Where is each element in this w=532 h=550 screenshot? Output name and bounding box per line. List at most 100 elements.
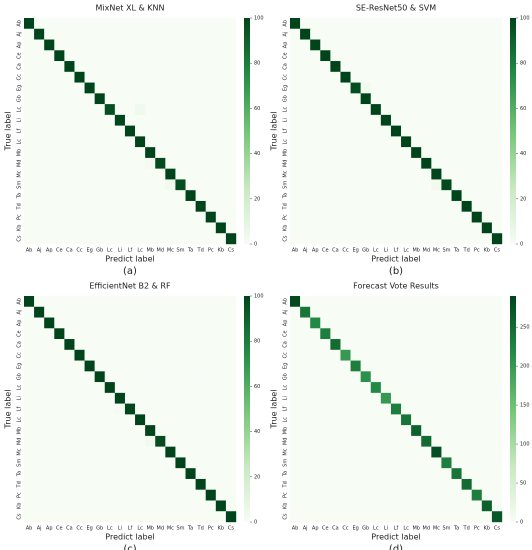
heatmap-cell <box>350 382 361 394</box>
heatmap-cell <box>330 349 341 361</box>
heatmap-cell <box>34 125 45 137</box>
heatmap-cell <box>205 360 217 372</box>
heatmap-cell <box>84 446 95 458</box>
heatmap-cell <box>441 446 452 458</box>
heatmap-cell <box>300 50 311 62</box>
heatmap-cell <box>84 306 95 318</box>
y-tick-label: Lc <box>283 139 289 145</box>
heatmap-cell <box>471 511 483 523</box>
heatmap-cell <box>380 511 392 523</box>
y-tick-label: Aj <box>17 310 23 315</box>
heatmap-cell <box>84 349 95 361</box>
heatmap-cell <box>124 147 136 159</box>
heatmap-cell <box>310 371 321 383</box>
heatmap-cell <box>135 414 146 426</box>
heatmap-cell <box>310 93 321 105</box>
heatmap-cell <box>124 136 136 148</box>
heatmap-cell <box>185 28 196 40</box>
heatmap-cell <box>401 489 412 501</box>
heatmap-cell <box>34 61 45 73</box>
heatmap-cell <box>300 446 311 458</box>
y-tick-label: Lc <box>17 384 23 390</box>
heatmap-cell <box>390 500 402 512</box>
heatmap-cell <box>104 61 116 73</box>
y-tick-label: Kb <box>283 503 289 509</box>
heatmap-cell <box>155 136 166 148</box>
colorbar <box>510 18 516 244</box>
heatmap-cell <box>155 39 166 51</box>
heatmap-cell <box>320 478 331 490</box>
y-tick-label: Md <box>283 438 289 446</box>
heatmap-cell <box>350 317 361 329</box>
heatmap-cell <box>215 392 227 404</box>
heatmap-cell <box>441 414 452 426</box>
heatmap-cell <box>380 114 392 126</box>
heatmap-cell <box>64 306 75 318</box>
heatmap-cell <box>300 28 311 40</box>
heatmap-cell <box>340 403 351 415</box>
x-tick-label: Lc <box>373 248 379 254</box>
heatmap-cell <box>320 114 331 126</box>
heatmap-cell <box>44 371 55 383</box>
heatmap-cell <box>421 211 432 223</box>
heatmap-cell <box>380 179 392 191</box>
heatmap-cell <box>310 211 321 223</box>
x-tick-label: Mc <box>167 526 174 532</box>
x-tick-label: Ta <box>453 526 459 532</box>
heatmap-cell <box>350 61 361 73</box>
heatmap-cell <box>481 339 493 351</box>
heatmap-cell <box>340 61 351 73</box>
heatmap-cell <box>330 457 341 469</box>
heatmap-cell <box>471 457 483 469</box>
heatmap-cell <box>165 446 176 458</box>
heatmap-cell <box>411 489 422 501</box>
heatmap-cell <box>350 403 361 415</box>
heatmap-cell <box>54 489 65 501</box>
heatmap-cell <box>390 457 402 469</box>
heatmap-cell <box>441 39 452 51</box>
heatmap-cell <box>310 104 321 116</box>
heatmap-cell <box>411 296 422 307</box>
colorbar-tick-label: 20 <box>254 196 260 202</box>
heatmap-cell <box>310 435 321 447</box>
x-tick-label: Li <box>118 526 122 532</box>
heatmap-cell <box>84 233 95 245</box>
heatmap-cell <box>370 403 382 415</box>
heatmap-cell <box>421 435 432 447</box>
heatmap-cell <box>145 317 156 329</box>
y-tick-label: Cs <box>17 513 23 519</box>
panel: MixNet XL & KNNAbAbAjAjApApCeCeCaCaCcCcE… <box>4 4 264 278</box>
heatmap-cell <box>54 500 65 512</box>
heatmap-cell <box>84 468 95 480</box>
heatmap-cell <box>340 147 351 159</box>
heatmap-cell <box>215 179 227 191</box>
heatmap-cell <box>205 296 217 307</box>
y-tick-label: Ta <box>283 193 289 199</box>
heatmap-cell <box>84 339 95 351</box>
heatmap-cell <box>390 371 402 383</box>
heatmap-cell <box>114 104 126 116</box>
heatmap-cell <box>491 93 503 105</box>
heatmap-cell <box>380 382 392 394</box>
y-tick-label: Td <box>17 203 23 210</box>
heatmap-cell <box>380 500 392 512</box>
heatmap-cell <box>175 371 186 383</box>
x-tick-label: Td <box>197 248 204 254</box>
heatmap-cell <box>431 157 442 169</box>
y-tick-label: Lc <box>17 139 23 145</box>
x-tick-label: Lc <box>137 248 143 254</box>
heatmap-cell <box>421 114 432 126</box>
heatmap-cell <box>155 403 166 415</box>
heatmap-cell <box>441 211 452 223</box>
heatmap-cell <box>74 306 85 318</box>
heatmap-cell <box>380 200 392 212</box>
heatmap-cell <box>145 222 156 234</box>
colorbar-tick-label: 50 <box>520 481 526 487</box>
x-tick-label: Cs <box>228 526 234 532</box>
heatmap-cell <box>104 435 116 447</box>
heatmap-cell <box>370 457 382 469</box>
heatmap-cell <box>155 317 166 329</box>
heatmap-cell <box>54 296 65 307</box>
heatmap-cell <box>44 382 55 394</box>
y-axis-label: True label <box>270 112 279 152</box>
